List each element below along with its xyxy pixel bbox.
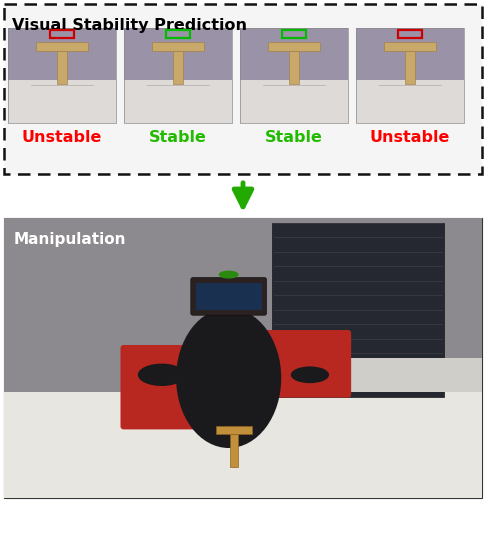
Ellipse shape (219, 270, 239, 279)
Bar (405, 51, 416, 84)
Bar (268, 41, 320, 51)
FancyBboxPatch shape (249, 330, 351, 397)
Bar (240, 80, 348, 123)
Bar (124, 80, 232, 123)
Bar (56, 51, 68, 84)
Bar (152, 41, 204, 51)
Bar (36, 41, 88, 51)
Bar (216, 426, 252, 434)
Ellipse shape (176, 308, 281, 448)
Bar (50, 30, 74, 39)
Ellipse shape (138, 364, 186, 386)
Text: Unstable: Unstable (22, 130, 102, 145)
Bar (240, 28, 348, 123)
Bar (384, 41, 436, 51)
Text: Stable: Stable (149, 130, 207, 145)
Bar (240, 28, 348, 80)
Bar (8, 28, 116, 123)
Bar (166, 30, 190, 39)
Bar (124, 28, 232, 80)
Bar (356, 80, 464, 123)
Ellipse shape (291, 367, 329, 383)
Bar (196, 283, 261, 310)
Bar (173, 51, 183, 84)
Text: Stable: Stable (265, 130, 323, 145)
Bar (398, 30, 422, 39)
Bar (289, 51, 299, 84)
Bar (124, 28, 232, 123)
Bar (4, 4, 482, 174)
Bar (8, 28, 116, 80)
Bar (356, 28, 464, 123)
Text: Manipulation: Manipulation (14, 232, 126, 247)
Bar (282, 30, 306, 39)
Text: Unstable: Unstable (370, 130, 450, 145)
Bar (272, 223, 444, 396)
Bar (356, 28, 464, 80)
FancyBboxPatch shape (121, 345, 212, 429)
Bar (8, 80, 116, 123)
Bar (300, 358, 482, 391)
Bar (4, 218, 482, 498)
Text: Visual Stability Prediction: Visual Stability Prediction (12, 18, 247, 33)
Bar (4, 218, 482, 391)
Bar (4, 391, 482, 498)
Bar (230, 434, 238, 467)
FancyBboxPatch shape (191, 278, 266, 315)
